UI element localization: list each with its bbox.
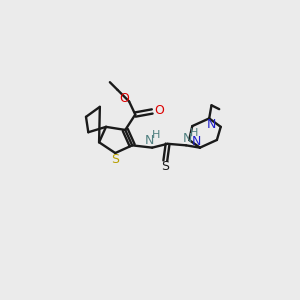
Text: H: H: [152, 130, 160, 140]
Text: N: N: [183, 132, 192, 145]
Text: N: N: [145, 134, 154, 147]
Text: N: N: [192, 135, 202, 148]
Text: O: O: [119, 92, 129, 105]
Text: S: S: [161, 160, 169, 173]
Text: O: O: [154, 104, 164, 117]
Text: H: H: [190, 128, 198, 138]
Text: N: N: [207, 118, 216, 131]
Text: S: S: [111, 154, 119, 166]
